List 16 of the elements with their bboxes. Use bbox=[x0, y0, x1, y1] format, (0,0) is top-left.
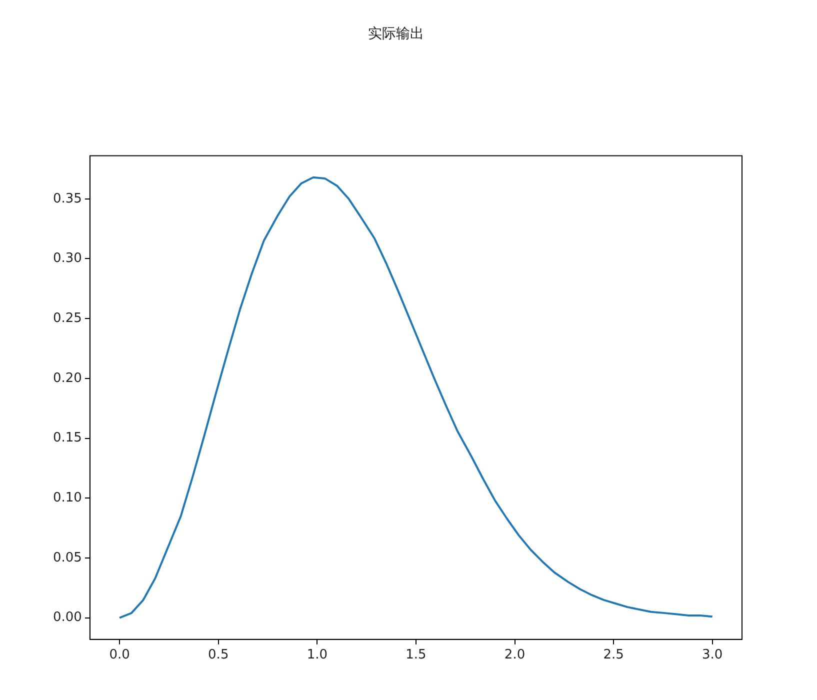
x-tick-label: 1.0 bbox=[306, 648, 328, 663]
y-tick-label: 0.30 bbox=[52, 251, 82, 266]
y-tick-label: 0.10 bbox=[52, 490, 82, 506]
y-tick-label: 0.35 bbox=[52, 191, 82, 206]
x-tick-label: 1.5 bbox=[406, 648, 426, 663]
y-tick-label: 0.15 bbox=[52, 430, 82, 446]
x-tick-label: 0.0 bbox=[109, 648, 130, 663]
y-tick-label: 0.05 bbox=[52, 550, 82, 566]
x-tick-label: 2.0 bbox=[504, 648, 526, 663]
x-tick-label: 0.5 bbox=[208, 648, 229, 663]
y-tick-label: 0.25 bbox=[52, 310, 82, 326]
x-tick-label: 3.0 bbox=[702, 648, 723, 663]
x-tick-label: 2.5 bbox=[603, 648, 624, 663]
chart-title: 实际输出 bbox=[368, 26, 424, 42]
y-tick-label: 0.00 bbox=[52, 610, 82, 626]
y-tick-label: 0.20 bbox=[52, 370, 82, 386]
